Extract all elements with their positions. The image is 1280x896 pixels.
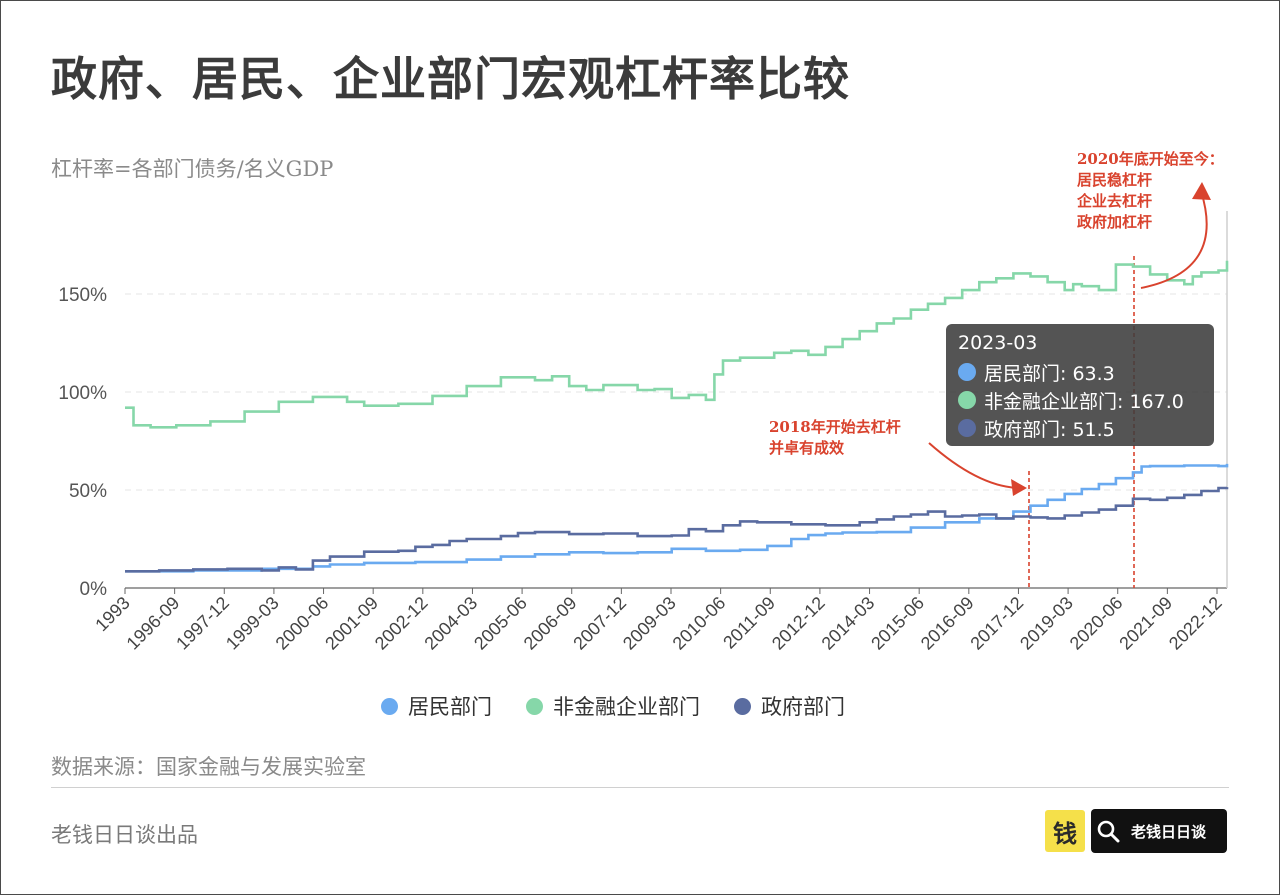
annotation-2020-line1: 2020年底开始至今：: [1077, 150, 1224, 168]
arrow-2020-head: [1192, 182, 1211, 200]
x-tick-label: 2005-06: [470, 593, 531, 654]
chart-tooltip: 2023-03 居民部门: 63.3 非金融企业部门: 167.0 政府部门: …: [946, 324, 1214, 446]
x-tick-label: 2016-09: [917, 593, 978, 654]
x-tick-label: 2007-12: [569, 593, 630, 654]
y-tick-label: 0%: [80, 579, 108, 600]
legend-household-dot-icon: [381, 697, 398, 715]
legend-corporate-dot-icon: [526, 697, 543, 715]
x-tick-label: 2019-03: [1016, 593, 1077, 654]
tooltip-corporate-value: 非金融企业部门: 167.0: [984, 390, 1184, 413]
government-dot-icon: [958, 419, 976, 437]
annotation-2020-line2: 居民稳杠杆: [1077, 171, 1153, 189]
x-tick-label: 1996-09: [123, 593, 184, 654]
household-dot-icon: [958, 363, 976, 381]
x-tick-label: 2022-12: [1165, 593, 1226, 654]
footer-divider: [51, 787, 1229, 788]
annotation-2020-line3: 企业去杠杆: [1077, 192, 1153, 210]
brand-logo: 老钱日日谈: [1091, 809, 1227, 853]
annotation-2018: 2018年开始去杠杆 并卓有成效: [769, 417, 901, 459]
y-tick-label: 100%: [58, 383, 107, 404]
tooltip-row-household: 居民部门: 63.3: [958, 358, 1202, 386]
x-tick-label: 2002-12: [371, 593, 432, 654]
chart-subtitle: 杠杆率=各部门债务/名义GDP: [51, 157, 334, 181]
annotation-2020-line4: 政府加杠杆: [1077, 213, 1153, 231]
x-tick-label: 2000-06: [272, 593, 333, 654]
arrow-2018: [928, 442, 1024, 490]
tooltip-government-value: 政府部门: 51.5: [984, 418, 1115, 441]
x-tick-label: 2020-06: [1066, 593, 1127, 654]
series-line-2: [125, 486, 1229, 573]
legend-government-label: 政府部门: [761, 695, 845, 719]
annotation-2020: 2020年底开始至今： 居民稳杠杆 企业去杠杆 政府加杠杆: [1077, 149, 1224, 233]
x-tick-label: 1997-12: [172, 593, 233, 654]
x-tick-label: 1999-03: [222, 593, 283, 654]
tooltip-row-corporate: 非金融企业部门: 167.0: [958, 386, 1202, 414]
producer-credit: 老钱日日谈出品: [51, 823, 198, 847]
x-tick-label: 2014-03: [818, 593, 879, 654]
x-tick-label: 2012-12: [768, 593, 829, 654]
arrow-2020: [1140, 190, 1208, 289]
annotation-2018-line1: 2018年开始去杠杆: [769, 418, 901, 436]
legend-item-corporate[interactable]: 非金融企业部门: [526, 691, 700, 721]
x-tick-label: 2017-12: [966, 593, 1027, 654]
x-tick-label: 2010-06: [669, 593, 730, 654]
legend-government-dot-icon: [734, 697, 751, 715]
x-tick-label: 2004-03: [420, 593, 481, 654]
legend-household-label: 居民部门: [408, 695, 492, 719]
y-tick-label: 50%: [69, 481, 107, 502]
annotation-2018-line2: 并卓有成效: [769, 439, 845, 457]
y-tick-label: 150%: [58, 285, 107, 306]
x-tick-label: 2009-03: [619, 593, 680, 654]
data-source: 数据来源：国家金融与发展实验室: [51, 755, 366, 779]
tooltip-household-value: 居民部门: 63.3: [984, 362, 1115, 385]
qian-logo-icon: 钱: [1045, 810, 1085, 852]
page-title: 政府、居民、企业部门宏观杠杆率比较: [51, 52, 850, 106]
x-tick-label: 2015-06: [867, 593, 928, 654]
series-line-0: [125, 463, 1229, 573]
tooltip-row-government: 政府部门: 51.5: [958, 414, 1202, 442]
chart-legend: 居民部门 非金融企业部门 政府部门: [381, 691, 845, 721]
magnifier-icon: [1091, 809, 1125, 853]
corporate-dot-icon: [958, 391, 976, 409]
legend-item-government[interactable]: 政府部门: [734, 691, 845, 721]
arrow-2018-head: [1011, 479, 1027, 496]
x-tick-label: 2001-09: [321, 593, 382, 654]
x-tick-label: 2021-09: [1115, 593, 1176, 654]
x-tick-label: 2006-09: [520, 593, 581, 654]
brand-logo-text: 老钱日日谈: [1131, 822, 1207, 841]
legend-item-household[interactable]: 居民部门: [381, 691, 492, 721]
x-tick-label: 2011-09: [719, 593, 779, 653]
tooltip-date: 2023-03: [958, 332, 1038, 354]
legend-corporate-label: 非金融企业部门: [553, 695, 700, 719]
series-line-1: [125, 260, 1229, 429]
